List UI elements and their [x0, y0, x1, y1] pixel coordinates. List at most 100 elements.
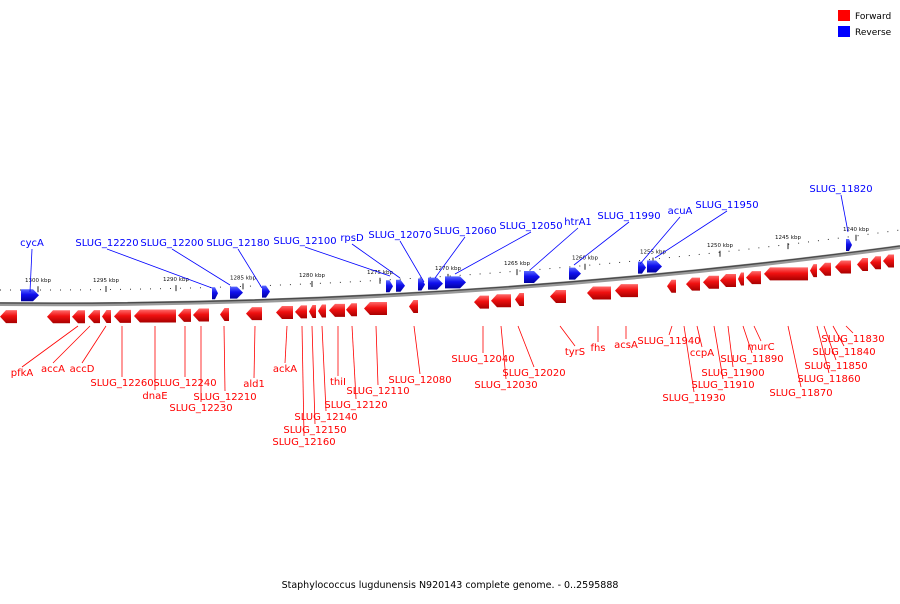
forward-gene-label: SLUG_11860: [797, 374, 860, 385]
forward-gene-label: SLUG_11850: [804, 361, 867, 372]
forward-gene-arrow: [883, 254, 894, 268]
forward-label-leader: [52, 325, 91, 364]
forward-gene-label: SLUG_11870: [769, 388, 832, 399]
forward-gene-label: SLUG_12120: [324, 400, 387, 411]
forward-gene-arrow: [819, 262, 831, 276]
reverse-gene-label: SLUG_12200: [140, 238, 203, 249]
reverse-gene-label: acuA: [668, 206, 693, 217]
forward-gene-arrow: [764, 267, 808, 281]
reverse-gene-label: SLUG_12070: [368, 230, 431, 241]
forward-gene-label: SLUG_12020: [502, 368, 565, 379]
forward-gene-label: SLUG_11940: [637, 336, 700, 347]
reverse-gene-arrow: [418, 278, 425, 291]
forward-gene-label: pfkA: [11, 368, 34, 379]
reverse-label-leader: [434, 236, 466, 279]
forward-gene-label: SLUG_11910: [691, 380, 754, 391]
forward-label-leader: [500, 325, 507, 380]
ruler-tick-label: 1270 kbp: [435, 266, 461, 272]
forward-label-leader: [845, 325, 854, 334]
reverse-label-leader: [654, 210, 728, 259]
forward-gene-label: SLUG_11900: [701, 368, 764, 379]
reverse-label-leader: [29, 248, 33, 293]
forward-gene-arrow: [491, 294, 511, 308]
forward-gene-label: SLUG_11930: [662, 393, 725, 404]
forward-gene-arrow: [276, 306, 293, 320]
forward-gene-arrow: [667, 279, 676, 293]
forward-gene-label: SLUG_11890: [720, 354, 783, 365]
reverse-gene-arrow: [647, 260, 662, 273]
forward-label-leader: [668, 325, 673, 336]
forward-gene-arrow: [615, 284, 638, 298]
reverse-gene-arrow: [428, 277, 443, 290]
reverse-gene-label: SLUG_12100: [273, 236, 336, 247]
forward-gene-arrow: [346, 303, 357, 317]
forward-gene-label: ald1: [243, 379, 265, 390]
ruler-tick-label: 1290 kbp: [163, 277, 189, 283]
reverse-gene-arrow: [638, 261, 646, 274]
reverse-gene-label: SLUG_11820: [809, 184, 872, 195]
reverse-label-leader: [639, 216, 681, 265]
ruler-tick-label: 1265 kbp: [504, 261, 530, 267]
forward-gene-label: SLUG_12240: [153, 378, 216, 389]
reverse-label-leader: [529, 227, 579, 271]
forward-label-leader: [21, 325, 79, 368]
reverse-label-leader: [573, 221, 630, 266]
forward-gene-label: accD: [70, 364, 95, 375]
forward-label-leader: [321, 325, 327, 412]
forward-gene-label: SLUG_12150: [283, 425, 346, 436]
forward-gene-arrow: [47, 310, 70, 324]
reverse-gene-label: htrA1: [564, 217, 592, 228]
reverse-label-leader: [106, 248, 213, 289]
reverse-gene-label: SLUG_12050: [499, 221, 562, 232]
reverse-gene-labels: cycA SLUG_12220 SLUG_12200 SLUG_12180 SLUG_1…: [20, 184, 873, 249]
forward-gene-arrow: [193, 308, 209, 322]
forward-gene-label: acsA: [614, 340, 638, 351]
forward-gene-arrow: [134, 309, 176, 323]
forward-label-leader: [517, 325, 535, 368]
forward-gene-arrow: [329, 303, 345, 317]
forward-gene-arrow: [72, 310, 85, 324]
forward-label-leader: [816, 325, 830, 374]
reverse-gene-arrow: [569, 267, 581, 280]
reverse-gene-arrow: [21, 289, 39, 302]
reverse-gene-arrow: [386, 280, 393, 293]
forward-label-leader: [753, 325, 762, 342]
forward-label-leader: [787, 325, 802, 388]
forward-gene-labels: pfkA accA accD SLUG_12260 dnaE SLUG_12240 SLUG…: [11, 334, 885, 448]
forward-label-leader: [81, 325, 107, 364]
reverse-label-leader: [237, 248, 263, 289]
forward-gene-arrow: [857, 257, 868, 271]
reverse-gene-label: SLUG_11950: [695, 200, 758, 211]
forward-label-leader: [311, 325, 316, 425]
ruler-tick-label: 1245 kbp: [775, 235, 801, 241]
forward-gene-label: thiI: [330, 377, 346, 388]
forward-label-leader: [375, 325, 379, 386]
forward-label-leader: [696, 325, 703, 348]
forward-gene-arrow: [810, 264, 817, 278]
forward-gene-arrow: [720, 273, 736, 287]
backbone: [0, 245, 900, 307]
forward-gene-arrow: [318, 304, 326, 318]
forward-gene-label: SLUG_11830: [821, 334, 884, 345]
ruler-tick-label: 1285 kbp: [230, 275, 256, 281]
ruler-tick-label: 1240 kbp: [843, 227, 869, 233]
forward-gene-arrow: [870, 256, 881, 270]
reverse-gene-arrow: [396, 279, 405, 292]
legend: Forward Reverse: [838, 10, 892, 38]
forward-label-leader: [559, 325, 576, 347]
forward-gene-label: SLUG_12210: [193, 392, 256, 403]
label-leader-lines: [21, 194, 854, 437]
forward-label-leader: [284, 325, 288, 364]
reverse-gene-arrow: [524, 271, 540, 284]
forward-label-leader: [301, 325, 305, 437]
forward-gene-label: SLUG_12260: [90, 378, 153, 389]
forward-gene-arrow: [295, 305, 307, 319]
forward-swatch: [838, 10, 850, 21]
reverse-label-leader: [840, 194, 849, 233]
reverse-gene-arrow: [230, 286, 243, 299]
forward-gene-label: SLUG_12040: [451, 354, 514, 365]
reverse-gene-label: cycA: [20, 238, 44, 249]
forward-gene-arrow: [515, 292, 524, 306]
reverse-gene-label: SLUG_12180: [206, 238, 269, 249]
forward-gene-arrow: [550, 289, 566, 303]
